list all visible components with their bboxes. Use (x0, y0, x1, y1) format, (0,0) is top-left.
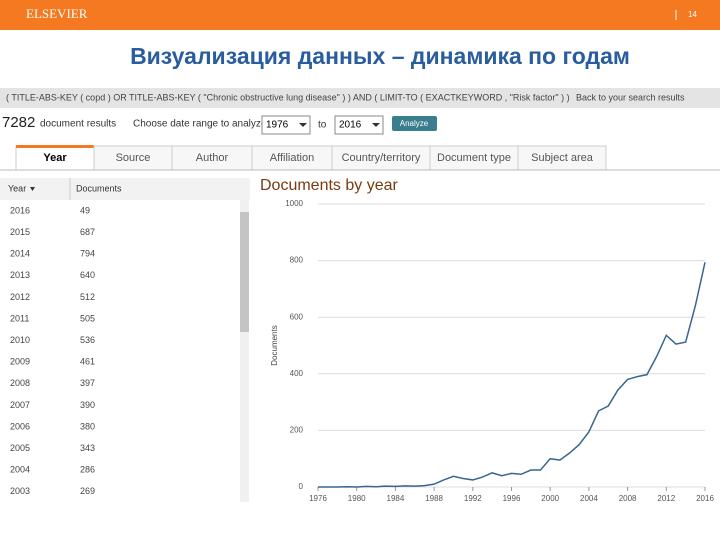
x-tick-label: 1988 (425, 494, 443, 503)
count-cell: 461 (80, 357, 95, 367)
year-cell: 2005 (10, 443, 30, 453)
count-cell: 687 (80, 227, 95, 237)
scroll-thumb[interactable] (240, 212, 249, 332)
x-tick-label: 1992 (464, 494, 482, 503)
to-value: 2016 (339, 120, 362, 131)
count-cell: 269 (80, 486, 95, 496)
slide-title: Визуализация данных – динамика по годам (130, 43, 630, 69)
column-header: Year (8, 183, 26, 193)
search-bar (0, 88, 720, 108)
y-tick-label: 0 (299, 482, 304, 491)
count-cell: 397 (80, 378, 95, 388)
from-select[interactable] (261, 115, 311, 135)
year-cell: 2012 (10, 292, 30, 302)
count-cell: 49 (80, 205, 90, 215)
year-cell: 2009 (10, 357, 30, 367)
year-cell: 2006 (10, 421, 30, 431)
year-cell: 2007 (10, 400, 30, 410)
tabs: Year Source Author Affiliation Country/terri… (15, 145, 607, 171)
x-tick-label: 1996 (503, 494, 521, 503)
dropdown-arrow (299, 123, 307, 127)
x-tick-label: 2000 (541, 494, 559, 503)
count-cell: 505 (80, 313, 95, 323)
tab-label: Affiliation (270, 152, 314, 164)
dropdown-arrow (372, 123, 380, 127)
result-count: 7282 (2, 114, 35, 131)
search-query: ( TITLE-ABS-KEY ( copd ) OR TITLE-ABS-KE… (6, 92, 570, 102)
count-cell: 512 (80, 292, 95, 302)
tab-label: Document type (437, 152, 511, 164)
year-cell: 2013 (10, 270, 30, 280)
tab-label: Year (43, 152, 67, 164)
count-cell: 536 (80, 335, 95, 345)
year-cell: 2016 (10, 205, 30, 215)
analyze-button[interactable] (392, 116, 437, 131)
x-tick-label: 1984 (387, 494, 405, 503)
tab[interactable] (517, 145, 607, 171)
count-cell: 794 (80, 249, 95, 259)
y-tick-label: 200 (290, 426, 304, 435)
page-number: 14 (688, 10, 697, 19)
count-cell: 343 (80, 443, 95, 453)
x-tick-label: 2004 (580, 494, 598, 503)
year-cell: 2003 (10, 486, 30, 496)
year-cell: 2010 (10, 335, 30, 345)
count-cell: 380 (80, 421, 95, 431)
result-label: document results (40, 119, 116, 130)
brand: ELSEVIER (26, 6, 88, 21)
y-tick-label: 400 (290, 369, 304, 378)
tab-label: Source (116, 152, 151, 164)
x-tick-label: 2016 (696, 494, 714, 503)
x-tick-label: 1976 (309, 494, 327, 503)
scroll-track (240, 200, 249, 502)
tab-active-marker (16, 145, 94, 148)
to-select[interactable] (334, 115, 384, 135)
tab[interactable] (331, 145, 431, 171)
back-link[interactable]: Back to your search results (576, 92, 685, 102)
year-cell: 2011 (10, 313, 29, 323)
table-header (0, 178, 250, 200)
chart: Documents by year Documents 0 200 400 600 800 1… (260, 177, 714, 503)
x-tick-label: 2012 (657, 494, 675, 503)
analyze-label: Analyze (400, 119, 429, 128)
count-cell: 286 (80, 465, 95, 475)
count-cell: 640 (80, 270, 95, 280)
x-tick-label: 2008 (619, 494, 637, 503)
tab-label: Country/territory (342, 152, 421, 164)
range-label: Choose date range to analyze (133, 119, 267, 130)
year-cell: 2004 (10, 465, 30, 475)
y-tick-label: 600 (290, 312, 304, 321)
tab-label: Author (196, 152, 229, 164)
y-axis-label: Documents (270, 325, 279, 365)
from-value: 1976 (266, 120, 289, 131)
tab-label: Subject area (531, 152, 594, 164)
x-tick-label: 1980 (348, 494, 366, 503)
y-tick-label: 1000 (285, 199, 303, 208)
table: Year Documents 2016 49 2015 687 2014 794 2013 640… (8, 183, 122, 496)
header-bar (0, 0, 720, 30)
tab[interactable] (429, 145, 519, 171)
column-header: Documents (76, 183, 122, 193)
chart-title: Documents by year (260, 177, 399, 194)
data-line (318, 262, 706, 488)
y-tick-label: 800 (290, 256, 304, 265)
to-label: to (318, 120, 327, 131)
year-cell: 2015 (10, 227, 30, 237)
count-cell: 390 (80, 400, 95, 410)
year-cell: 2014 (10, 249, 30, 259)
sort-icon[interactable] (30, 187, 35, 191)
year-cell: 2008 (10, 378, 30, 388)
